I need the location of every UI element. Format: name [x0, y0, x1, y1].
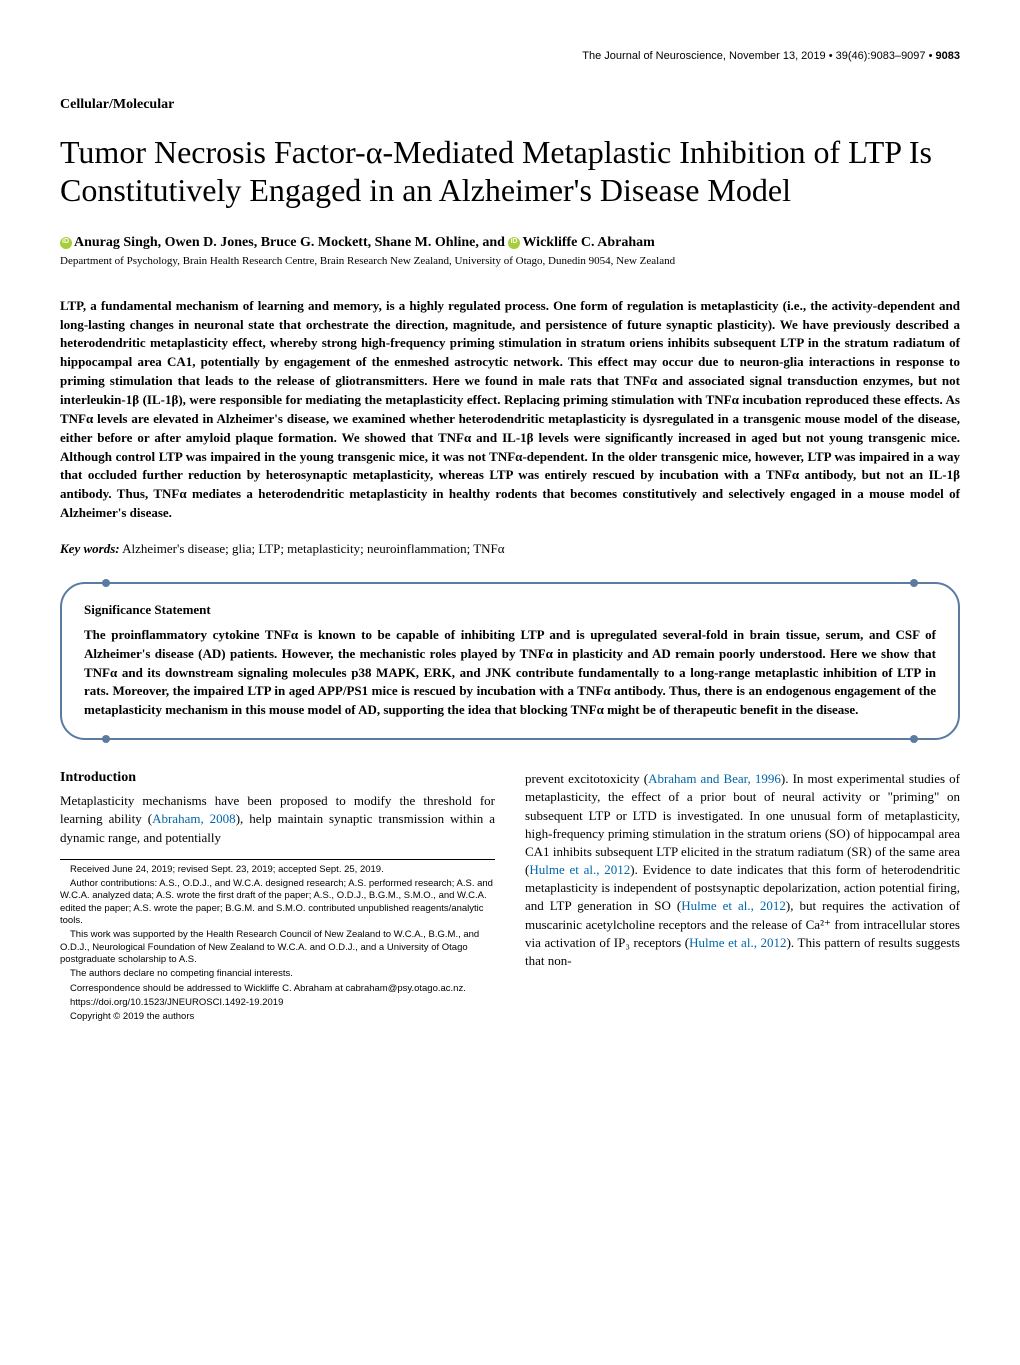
footnote-received: Received June 24, 2019; revised Sept. 23… — [60, 864, 495, 876]
keywords-label: Key words: — [60, 541, 120, 556]
footnotes: Received June 24, 2019; revised Sept. 23… — [60, 859, 495, 1024]
significance-title: Significance Statement — [84, 602, 936, 618]
abstract: LTP, a fundamental mechanism of learning… — [60, 297, 960, 523]
page-number: 9083 — [936, 50, 960, 62]
introduction-heading: Introduction — [60, 770, 495, 786]
footnote-contributions: Author contributions: A.S., O.D.J., and … — [60, 878, 495, 927]
footnote-copyright: Copyright © 2019 the authors — [60, 1011, 495, 1023]
article-title: Tumor Necrosis Factor-α-Mediated Metapla… — [60, 133, 960, 210]
citation-link[interactable]: Abraham, 2008 — [152, 811, 236, 826]
authors-primary: Anurag Singh, Owen D. Jones, Bruce G. Mo… — [74, 235, 508, 250]
footnote-funding: This work was supported by the Health Re… — [60, 929, 495, 966]
footnote-doi: https://doi.org/10.1523/JNEUROSCI.1492-1… — [60, 997, 495, 1009]
left-column: Introduction Metaplasticity mechanisms h… — [60, 770, 495, 1026]
orcid-icon[interactable] — [60, 237, 72, 249]
footnote-correspondence: Correspondence should be addressed to Wi… — [60, 983, 495, 995]
citation-link[interactable]: Abraham and Bear, 1996 — [648, 771, 781, 786]
significance-statement-box: Significance Statement The proinflammato… — [60, 582, 960, 740]
journal-name: The Journal of Neuroscience, November 13… — [582, 50, 825, 62]
corner-dot — [102, 735, 110, 743]
intro-left-text: Metaplasticity mechanisms have been prop… — [60, 792, 495, 847]
authors-line: Anurag Singh, Owen D. Jones, Bruce G. Mo… — [60, 235, 960, 251]
orcid-icon[interactable] — [508, 237, 520, 249]
significance-text: The proinflammatory cytokine TNFα is kno… — [84, 626, 936, 720]
journal-header: The Journal of Neuroscience, November 13… — [60, 50, 960, 62]
affiliation: Department of Psychology, Brain Health R… — [60, 255, 960, 267]
citation-link[interactable]: Hulme et al., 2012 — [529, 862, 630, 877]
footnote-competing: The authors declare no competing financi… — [60, 968, 495, 980]
corner-dot — [910, 579, 918, 587]
citation-link[interactable]: Hulme et al., 2012 — [681, 898, 786, 913]
right-column: prevent excitotoxicity (Abraham and Bear… — [525, 770, 960, 1026]
intro-right-text: prevent excitotoxicity (Abraham and Bear… — [525, 770, 960, 970]
two-column-layout: Introduction Metaplasticity mechanisms h… — [60, 770, 960, 1026]
section-label: Cellular/Molecular — [60, 97, 960, 113]
last-author: Wickliffe C. Abraham — [522, 235, 654, 250]
keywords-text: Alzheimer's disease; glia; LTP; metaplas… — [120, 541, 505, 556]
volume-pages: 39(46):9083–9097 — [836, 50, 926, 62]
citation-link[interactable]: Hulme et al., 2012 — [689, 935, 786, 950]
keywords: Key words: Alzheimer's disease; glia; LT… — [60, 541, 960, 557]
